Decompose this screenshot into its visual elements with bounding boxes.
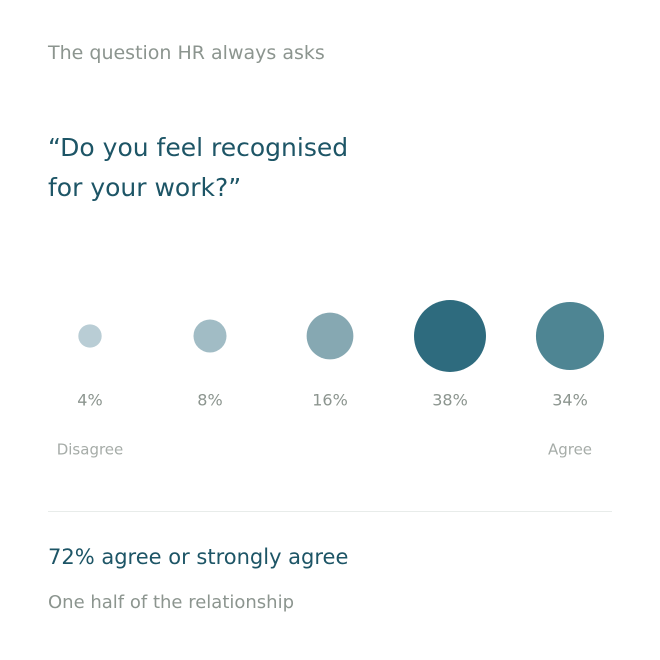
bubble bbox=[535, 301, 605, 371]
headline: 72% agree or strongly agree bbox=[48, 545, 349, 569]
note: One half of the relationship bbox=[48, 592, 295, 613]
kicker: The question HR always asks bbox=[48, 42, 325, 64]
value-label: 34% bbox=[552, 391, 588, 410]
value-label: 4% bbox=[77, 391, 102, 410]
bubble bbox=[193, 319, 227, 353]
category-label: Disagree bbox=[57, 441, 124, 459]
category-label: Agree bbox=[548, 441, 592, 459]
bubble bbox=[306, 312, 354, 360]
title: “Do you feel recognised for your work?” bbox=[48, 133, 349, 202]
value-label: 38% bbox=[432, 391, 468, 410]
bubble bbox=[414, 300, 486, 372]
divider bbox=[48, 511, 612, 512]
chart: 4% Disagree 8% 16% 38% 34% Agree bbox=[57, 300, 605, 459]
value-label: 8% bbox=[197, 391, 222, 410]
bubble bbox=[78, 324, 102, 348]
value-label: 16% bbox=[312, 391, 348, 410]
